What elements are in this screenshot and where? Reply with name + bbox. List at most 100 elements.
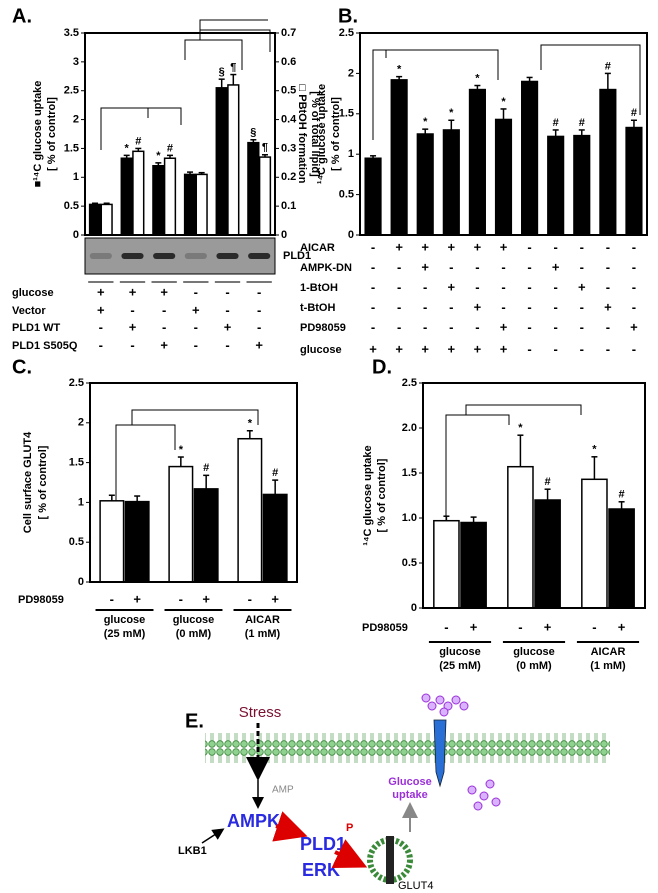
bar xyxy=(547,135,565,236)
bar xyxy=(120,157,133,236)
blot-band xyxy=(121,253,144,259)
condition-sign: + xyxy=(129,319,137,334)
stress-label: Stress xyxy=(239,704,282,721)
y-tick-label: 1.5 xyxy=(64,142,79,154)
y-axis-label: [ % of control] xyxy=(330,97,342,171)
bar xyxy=(262,493,288,583)
y-tick-label: 0.5 xyxy=(69,536,84,548)
y2-tick-label: 0.3 xyxy=(281,142,296,154)
y-tick-label: 2.5 xyxy=(69,377,84,389)
bar xyxy=(193,488,219,583)
condition-label: PD98059 xyxy=(300,322,346,334)
condition-sign: - xyxy=(501,299,505,314)
panel-label: E. xyxy=(185,710,204,732)
condition-sign: - xyxy=(397,279,401,294)
y-tick-label: 2.5 xyxy=(339,27,354,39)
condition-sign: - xyxy=(554,341,558,356)
condition-sign: + xyxy=(97,284,105,299)
condition-sign: + xyxy=(474,299,482,314)
condition-sign: - xyxy=(580,341,584,356)
condition-sign: + xyxy=(500,319,508,334)
y-axis-label: [ % of control] xyxy=(376,458,388,532)
condition-sign: - xyxy=(527,341,531,356)
condition-sign: - xyxy=(99,319,103,334)
y-tick-label: 3.5 xyxy=(64,27,79,39)
condition-sign: - xyxy=(423,319,427,334)
y-tick-label: 2.0 xyxy=(402,422,417,434)
blot-band xyxy=(153,253,176,259)
arrow xyxy=(201,828,225,844)
bar xyxy=(124,500,150,583)
condition-sign: - xyxy=(397,259,401,274)
x-tick-label: (0 mM) xyxy=(516,660,552,672)
condition-sign: + xyxy=(271,591,279,606)
condition-sign: - xyxy=(501,259,505,274)
condition-sign: - xyxy=(179,591,183,606)
glucose-molecules xyxy=(421,693,501,811)
condition-sign: - xyxy=(632,239,636,254)
condition-sign: - xyxy=(257,284,261,299)
condition-sign: + xyxy=(448,341,456,356)
y-axis-label: ¹⁴C glucose uptake xyxy=(316,84,328,184)
y-tick-label: 0.5 xyxy=(339,189,354,201)
y-tick-label: 3 xyxy=(73,56,79,68)
condition-sign: - xyxy=(606,259,610,274)
erk-label: ERK xyxy=(302,860,340,880)
condition-label: glucose xyxy=(300,344,342,356)
condition-label: PLD1 S505Q xyxy=(12,340,78,352)
condition-sign: - xyxy=(580,259,584,274)
condition-sign: - xyxy=(257,319,261,334)
y2-tick-label: 0.1 xyxy=(281,200,296,212)
condition-sign: - xyxy=(554,299,558,314)
significance-mark: * xyxy=(397,64,402,76)
condition-sign: - xyxy=(371,259,375,274)
condition-sign: - xyxy=(580,319,584,334)
condition-sign: - xyxy=(397,319,401,334)
x-tick-label: glucose xyxy=(439,646,481,658)
significance-mark: * xyxy=(475,72,480,84)
condition-sign: - xyxy=(554,239,558,254)
condition-sign: - xyxy=(518,619,522,634)
bar xyxy=(625,126,643,236)
condition-sign: - xyxy=(475,319,479,334)
condition-sign: + xyxy=(500,341,508,356)
significance-mark: * xyxy=(179,444,184,456)
significance-mark: * xyxy=(156,150,161,162)
significance-mark: # xyxy=(631,107,637,119)
y2-axis-label: [ % of total lipid] xyxy=(309,91,321,177)
condition-sign: - xyxy=(632,279,636,294)
significance-mark: * xyxy=(501,96,506,108)
glut4-protein xyxy=(386,836,394,884)
condition-sign: - xyxy=(225,337,229,352)
significance-mark: # xyxy=(545,476,551,488)
x-tick-label: glucose xyxy=(173,614,215,626)
panel-label: C. xyxy=(12,356,32,378)
condition-sign: - xyxy=(606,341,610,356)
condition-sign: - xyxy=(371,319,375,334)
blot-band xyxy=(184,253,207,259)
blot-band xyxy=(89,253,112,259)
condition-label: Vector xyxy=(12,305,46,317)
bar xyxy=(442,129,460,236)
y-tick-label: 1 xyxy=(78,496,84,508)
y-tick-label: 0.5 xyxy=(64,200,79,212)
bar xyxy=(152,164,165,236)
condition-sign: - xyxy=(554,279,558,294)
condition-sign: - xyxy=(371,279,375,294)
significance-mark: § xyxy=(219,66,225,78)
condition-sign: - xyxy=(110,591,114,606)
condition-sign: - xyxy=(606,319,610,334)
x-tick-label: AICAR xyxy=(245,614,280,626)
phospho-label: P xyxy=(346,822,353,834)
y-tick-label: 1.5 xyxy=(402,467,417,479)
condition-sign: - xyxy=(194,319,198,334)
significance-mark: * xyxy=(518,422,523,434)
condition-sign: + xyxy=(224,319,232,334)
y-tick-label: 2 xyxy=(348,67,354,79)
significance-mark: # xyxy=(135,135,141,147)
condition-sign: - xyxy=(527,279,531,294)
significance-mark: # xyxy=(619,489,625,501)
bar xyxy=(494,118,513,236)
condition-sign: - xyxy=(632,341,636,356)
y2-tick-label: 0.7 xyxy=(281,27,296,39)
